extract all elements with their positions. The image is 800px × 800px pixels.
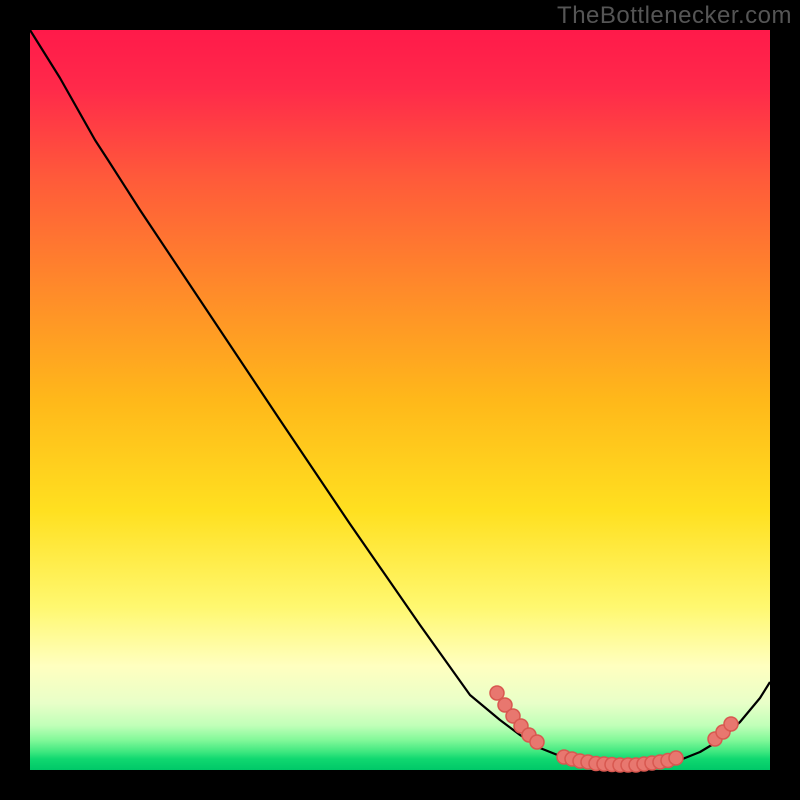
- watermark-text: TheBottlenecker.com: [557, 2, 792, 30]
- marker-point: [669, 751, 683, 765]
- marker-point: [724, 717, 738, 731]
- bottleneck-chart: [0, 0, 800, 800]
- chart-background: [30, 30, 770, 770]
- marker-point: [530, 735, 544, 749]
